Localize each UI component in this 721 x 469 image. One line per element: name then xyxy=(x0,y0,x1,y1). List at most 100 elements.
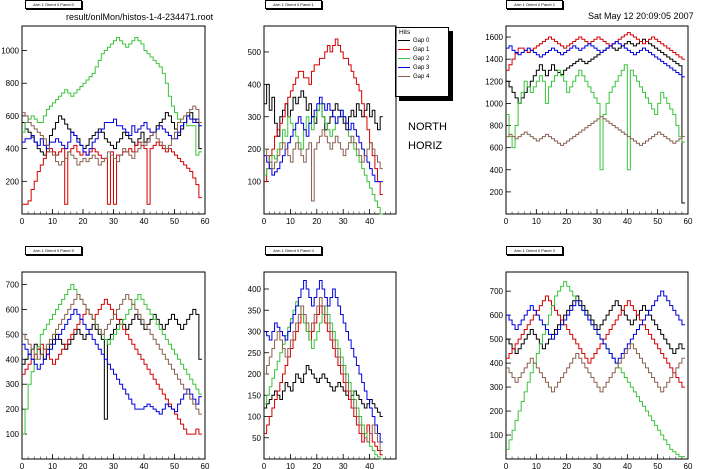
x-tick-label: 20 xyxy=(562,217,571,226)
legend-title: Hits xyxy=(399,29,411,36)
x-tick-label: 40 xyxy=(140,462,149,469)
x-tick-label: 30 xyxy=(593,462,602,469)
x-tick-label: 50 xyxy=(653,462,662,469)
legend-entry-label: Gap 3 xyxy=(413,65,430,71)
series-gap-1 xyxy=(22,298,202,435)
y-tick-label: 800 xyxy=(6,79,20,88)
orientation-horiz-label: HORIZ xyxy=(408,140,443,152)
y-tick-label: 300 xyxy=(248,328,262,337)
orientation-north-label: NORTH xyxy=(408,121,447,133)
y-tick-label: 50 xyxy=(252,434,261,443)
series-gap-3 xyxy=(22,115,202,156)
y-tick-label: 200 xyxy=(6,405,20,414)
y-tick-label: 100 xyxy=(6,430,20,439)
plot-frame xyxy=(263,271,397,460)
x-tick-label: 10 xyxy=(48,462,57,469)
y-tick-label: 250 xyxy=(248,349,262,358)
y-tick-label: 300 xyxy=(6,380,20,389)
y-tick-label: 1400 xyxy=(485,55,503,64)
y-tick-label: 350 xyxy=(248,306,262,315)
y-tick-label: 800 xyxy=(490,122,504,131)
y-tick-label: 1000 xyxy=(485,99,503,108)
y-tick-label: 1000 xyxy=(1,47,19,56)
y-tick-label: 200 xyxy=(6,177,20,186)
legend-swatch xyxy=(398,67,410,68)
legend-entry-gap1: Gap 1 xyxy=(398,46,446,54)
x-tick-label: 30 xyxy=(109,217,118,226)
y-tick-label: 200 xyxy=(490,188,504,197)
legend-entry-gap2: Gap 2 xyxy=(398,55,446,63)
legend-entry-gap3: Gap 3 xyxy=(398,64,446,72)
x-tick-label: 20 xyxy=(79,462,88,469)
y-tick-label: 300 xyxy=(490,383,504,392)
x-tick-label: 0 xyxy=(504,217,509,226)
y-tick-label: 150 xyxy=(248,391,262,400)
legend-entry-label: Gap 1 xyxy=(413,47,430,53)
x-tick-label: 50 xyxy=(170,462,179,469)
y-tick-label: 600 xyxy=(6,112,20,121)
x-tick-label: 30 xyxy=(593,217,602,226)
legend-swatch xyxy=(398,49,410,50)
x-tick-label: 40 xyxy=(623,462,632,469)
y-tick-label: 600 xyxy=(490,144,504,153)
x-tick-label: 40 xyxy=(365,462,374,469)
plot-frame xyxy=(263,25,397,215)
y-tick-label: 600 xyxy=(6,305,20,314)
series-gap-3 xyxy=(506,290,685,364)
series-gap-3 xyxy=(264,96,383,183)
series-gap-4 xyxy=(22,293,202,415)
series-gap-1 xyxy=(22,141,202,205)
x-tick-label: 0 xyxy=(20,462,25,469)
y-tick-label: 300 xyxy=(248,113,262,122)
series-gap-1 xyxy=(264,38,383,196)
y-tick-label: 500 xyxy=(6,330,20,339)
x-tick-label: 50 xyxy=(653,217,662,226)
legend-swatch xyxy=(398,40,410,41)
legend-entry-label: Gap 0 xyxy=(413,38,430,44)
file-name-label: result/onlMon/histos-1-4-234471.root xyxy=(66,12,214,22)
y-tick-label: 700 xyxy=(6,280,20,289)
y-tick-label: 500 xyxy=(490,335,504,344)
series-gap-2 xyxy=(22,36,202,156)
panel-title-0: Arm 1 Orient 0 Panel 0 xyxy=(25,0,82,9)
y-tick-label: 200 xyxy=(490,407,504,416)
y-tick-label: 400 xyxy=(490,166,504,175)
x-tick-label: 30 xyxy=(109,462,118,469)
legend-swatch xyxy=(398,76,410,77)
y-tick-label: 100 xyxy=(248,413,262,422)
series-gap-0 xyxy=(264,365,383,417)
x-tick-label: 0 xyxy=(262,462,267,469)
series-gap-0 xyxy=(22,112,202,156)
y-tick-label: 200 xyxy=(248,370,262,379)
x-tick-label: 10 xyxy=(286,217,295,226)
x-tick-label: 30 xyxy=(339,462,348,469)
series-gap-1 xyxy=(264,305,383,456)
series-gap-1 xyxy=(506,32,685,71)
panel-title-1: Arm 1 Orient 0 Panel 1 xyxy=(265,0,322,9)
series-gap-3 xyxy=(264,280,383,443)
x-tick-label: 20 xyxy=(562,462,571,469)
y-tick-label: 400 xyxy=(490,359,504,368)
x-tick-label: 20 xyxy=(312,462,321,469)
series-gap-4 xyxy=(264,297,383,451)
y-tick-label: 400 xyxy=(6,145,20,154)
series-gap-2 xyxy=(264,301,383,460)
series-gap-0 xyxy=(506,295,685,355)
y-tick-label: 700 xyxy=(490,287,504,296)
x-tick-label: 20 xyxy=(312,217,321,226)
series-gap-0 xyxy=(506,38,685,204)
y-tick-label: 200 xyxy=(248,145,262,154)
y-tick-label: 100 xyxy=(248,178,262,187)
x-tick-label: 60 xyxy=(201,217,210,226)
legend-entry-label: Gap 4 xyxy=(413,74,430,80)
x-tick-label: 10 xyxy=(532,462,541,469)
x-tick-label: 40 xyxy=(140,217,149,226)
legend: Hits Gap 0 Gap 1 Gap 2 Gap 3 Gap 4 xyxy=(395,27,449,97)
x-tick-label: 0 xyxy=(504,462,509,469)
y-tick-label: 400 xyxy=(248,285,262,294)
legend-entry-label: Gap 2 xyxy=(413,56,430,62)
y-tick-label: 500 xyxy=(248,48,262,57)
legend-entry-gap0: Gap 0 xyxy=(398,37,446,45)
x-tick-label: 0 xyxy=(262,217,267,226)
